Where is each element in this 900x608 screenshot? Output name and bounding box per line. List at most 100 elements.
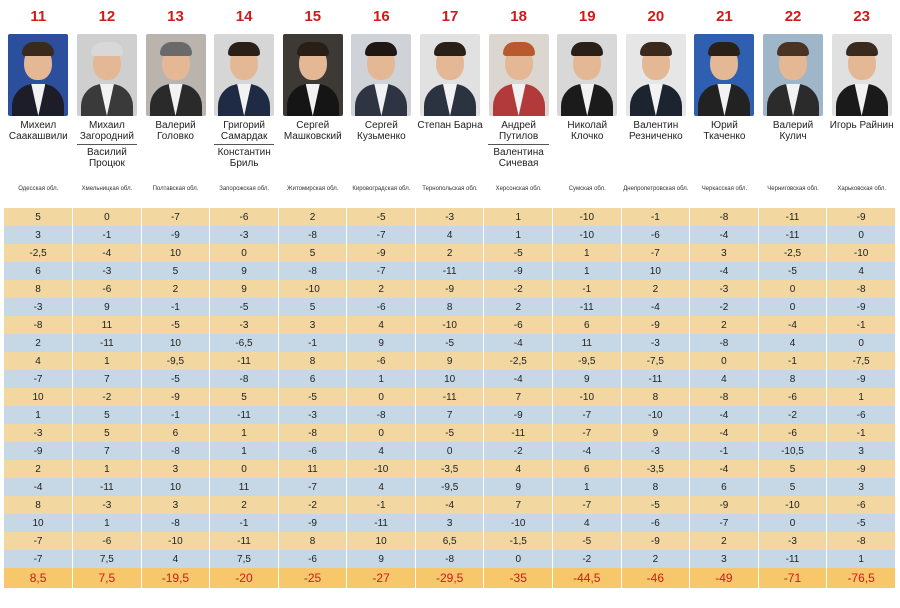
score-cell: 4 — [826, 262, 896, 280]
candidate-name: Михаил Загородний — [79, 120, 134, 142]
score-cell: -1 — [826, 424, 896, 442]
candidate-column: 21 Юрий Ткаченко Черкасская обл. — [690, 0, 759, 208]
score-cell: -4 — [689, 406, 759, 424]
score-cell: -4 — [72, 244, 142, 262]
candidate-name: Николай Клочко — [567, 120, 608, 142]
candidate-column: 22 Валерий Кулич Черниговская обл. — [759, 0, 828, 208]
score-cell: -11 — [72, 334, 142, 352]
candidates-header: 11 Михеил Саакашвили Одесская обл. 12 Михаил… — [4, 0, 896, 208]
score-cell: -6 — [826, 406, 896, 424]
score-cell: 8 — [621, 388, 691, 406]
score-cell: 5 — [278, 298, 348, 316]
score-cell: -8 — [278, 262, 348, 280]
table-row: 2 1 3 0 11 -10 -3,5 4 6 -3,5 -4 5 -9 — [4, 460, 896, 478]
score-cell: -2 — [758, 406, 828, 424]
total-cell: 7,5 — [72, 568, 142, 588]
score-cell: 8 — [278, 352, 348, 370]
score-cell: 0 — [346, 424, 416, 442]
total-cell: -27 — [346, 568, 416, 588]
score-cell: 7 — [72, 442, 142, 460]
score-cell: 9 — [209, 280, 279, 298]
candidate-region: Днепропетровская обл. — [623, 186, 689, 192]
score-cell: -9 — [415, 280, 485, 298]
score-cell: -10 — [415, 316, 485, 334]
score-cell: -5 — [346, 208, 416, 226]
score-cell: -11 — [346, 514, 416, 532]
candidate-photo — [488, 34, 549, 116]
score-cell: -6 — [72, 532, 142, 550]
score-cell: 4 — [483, 460, 553, 478]
total-cell: -35 — [483, 568, 553, 588]
score-cell: -4 — [4, 478, 74, 496]
score-cell: -6 — [346, 352, 416, 370]
score-cell: 8 — [4, 280, 74, 298]
score-cell: -7 — [278, 478, 348, 496]
score-cell: -3 — [209, 226, 279, 244]
score-cell: 0 — [209, 244, 279, 262]
score-cell: 1 — [346, 370, 416, 388]
score-cell: 2 — [209, 496, 279, 514]
table-row: 8 -3 3 2 -2 -1 -4 7 -7 -5 -9 -10 -6 — [4, 496, 896, 514]
score-cell: -1,5 — [483, 532, 553, 550]
scores-table: 5 0 -7 -6 2 -5 -3 1 -10 -1 -8 -11 -9 3 -1 -9 -3 -8 -7 4 1 -10… — [4, 208, 896, 588]
table-row: 10 -2 -9 5 -5 0 -11 7 -10 8 -8 -6 1 — [4, 388, 896, 406]
score-cell: -2 — [72, 388, 142, 406]
candidate-region: Полтавская обл. — [152, 186, 199, 192]
score-cell: -5 — [141, 370, 211, 388]
score-cell: -10 — [552, 208, 622, 226]
score-cell: 5 — [141, 262, 211, 280]
score-cell: 2 — [4, 460, 74, 478]
score-cell: 4 — [415, 226, 485, 244]
table-row: -2,5 -4 10 0 5 -9 2 -5 1 -7 3 -2,5 -10 — [4, 244, 896, 262]
score-cell: -6 — [278, 442, 348, 460]
candidate-photo — [8, 34, 69, 116]
score-cell: -9 — [278, 514, 348, 532]
score-cell: 4 — [346, 316, 416, 334]
candidate-number: 16 — [373, 8, 390, 25]
score-cell: 10 — [141, 244, 211, 262]
score-cell: 1 — [552, 244, 622, 262]
score-cell: 10 — [4, 388, 74, 406]
score-cell: 9 — [415, 352, 485, 370]
score-cell: -7 — [4, 370, 74, 388]
score-cell: -2,5 — [4, 244, 74, 262]
score-cell: 5 — [758, 460, 828, 478]
candidate-region: Кировоградская обл. — [352, 186, 411, 192]
score-cell: -2 — [552, 550, 622, 568]
score-cell: 5 — [278, 244, 348, 262]
candidate-photo — [145, 34, 206, 116]
score-cell: -2 — [689, 298, 759, 316]
score-cell: 1 — [72, 514, 142, 532]
score-cell: -11 — [552, 298, 622, 316]
candidate-column: 23 Игорь Райнин Харьковская обл. — [827, 0, 896, 208]
score-cell: -10 — [483, 514, 553, 532]
score-cell: 3 — [141, 496, 211, 514]
score-cell: -9 — [826, 298, 896, 316]
score-cell: -11 — [415, 262, 485, 280]
score-cell: -11 — [758, 550, 828, 568]
candidate-region: Херсонская обл. — [495, 186, 542, 192]
score-cell: 7 — [483, 388, 553, 406]
score-cell: -5 — [483, 244, 553, 262]
score-cell: 3 — [689, 550, 759, 568]
score-cell: 9 — [552, 370, 622, 388]
score-cell: -8 — [346, 406, 416, 424]
total-cell: -76,5 — [826, 568, 896, 588]
score-cell: 0 — [689, 352, 759, 370]
score-cell: -5 — [141, 316, 211, 334]
candidate-name: Сергей Машковский — [283, 120, 342, 142]
score-cell: -5 — [278, 388, 348, 406]
score-cell: 6 — [552, 316, 622, 334]
score-cell: -1 — [278, 334, 348, 352]
score-cell: -10 — [621, 406, 691, 424]
candidate-name: Степан Барна — [417, 120, 483, 131]
score-cell: -3 — [4, 298, 74, 316]
score-cell: 2 — [621, 280, 691, 298]
score-cell: -9 — [621, 532, 691, 550]
candidate-name: Юрий Ткаченко — [703, 120, 746, 142]
candidate-region: Одесская обл. — [18, 186, 59, 192]
candidate-region: Черкасская обл. — [701, 186, 748, 192]
score-cell: -5 — [415, 424, 485, 442]
score-cell: 4 — [552, 514, 622, 532]
score-cell: -10 — [758, 496, 828, 514]
